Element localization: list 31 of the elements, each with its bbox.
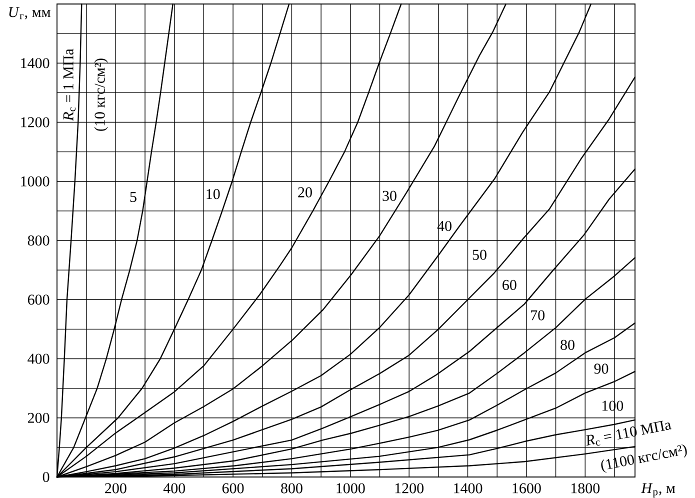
y-tick-label: 800 [28, 235, 50, 246]
y-tick-label: 600 [28, 294, 50, 305]
annotation: (1100 кгс/см²) [601, 444, 687, 473]
y-tick-label: 200 [28, 412, 50, 423]
x-axis-title: H$_{р}$, м [641, 483, 676, 498]
text: R$_{с}$ = 1 МПа [63, 48, 76, 121]
series-label: 60 [502, 280, 516, 290]
series-label: 90 [594, 364, 608, 374]
x-tick-label: 1200 [395, 483, 424, 494]
series-label: 30 [382, 190, 396, 201]
x-tick-label: 600 [222, 483, 244, 494]
y-tick-label: 1400 [21, 58, 50, 68]
text: R$_{с}$ = 110 МПа [586, 420, 672, 446]
y-tick-label: 400 [28, 354, 50, 364]
series-label: 20 [298, 187, 312, 198]
x-tick-label: 1000 [336, 483, 365, 494]
x-tick-label: 1800 [571, 483, 600, 494]
x-tick-label: 800 [281, 483, 302, 494]
x-tick-label: 200 [105, 483, 126, 494]
series-label: 80 [560, 340, 574, 350]
series-label: 10 [206, 189, 220, 200]
y-tick-label: 1200 [21, 117, 50, 128]
x-tick-label: 400 [163, 483, 186, 494]
y-tick-label: 1000 [21, 176, 50, 186]
series-label: 5 [130, 192, 136, 202]
y-axis-title: U$_{г}$, мм [9, 7, 50, 20]
y-tick-label: 0 [42, 472, 50, 482]
series-label: 70 [531, 310, 545, 320]
x-tick-label: 1600 [512, 483, 541, 494]
x-tick-label: 1400 [454, 483, 482, 494]
series-label: 50 [472, 250, 486, 260]
